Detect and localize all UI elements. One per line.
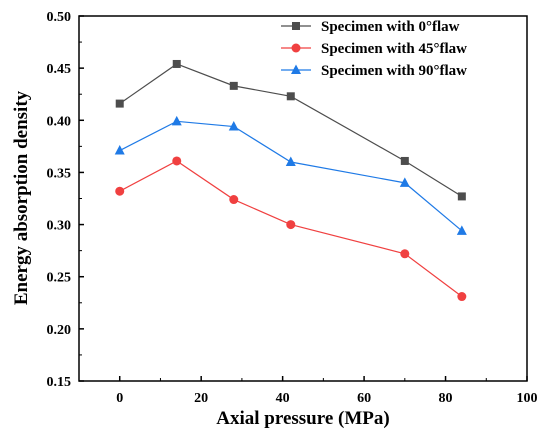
data-point [114, 145, 125, 155]
legend-item: Specimen with 0°flaw [281, 19, 460, 35]
x-tick-label: 60 [357, 391, 371, 406]
data-point [171, 115, 182, 126]
data-point [172, 59, 181, 68]
data-point [115, 186, 125, 196]
series-layer [114, 59, 467, 302]
x-tick-label: 80 [439, 391, 453, 406]
y-axis-title: Energy absorption density [11, 90, 32, 305]
y-axis: 0.15 0.20 0.25 0.30 0.35 0.40 0.45 0.50 [47, 10, 84, 390]
series-square [115, 59, 466, 201]
legend-marker [291, 64, 301, 74]
x-tick-label: 40 [276, 391, 290, 406]
y-tick-label: 0.15 [47, 375, 72, 390]
data-point [457, 292, 467, 302]
x-tick-label: 20 [194, 391, 208, 406]
y-tick-label: 0.25 [47, 271, 72, 286]
x-tick-label: 100 [517, 391, 538, 406]
legend-item: Specimen with 90°flaw [281, 63, 467, 79]
legend: Specimen with 0°flaw Specimen with 45°fla… [281, 19, 467, 79]
legend-label: Specimen with 90°flaw [321, 63, 467, 79]
series-triangle [114, 115, 467, 235]
legend-marker [291, 43, 301, 53]
series-line [119, 160, 463, 298]
data-point [115, 99, 124, 108]
data-point [399, 177, 410, 187]
data-point [456, 225, 467, 235]
series-line [119, 120, 463, 232]
series-line [119, 63, 463, 197]
y-tick-label: 0.35 [47, 166, 72, 181]
x-tick-label: 0 [116, 391, 123, 406]
legend-marker [292, 22, 300, 30]
y-tick-label: 0.30 [47, 219, 72, 234]
data-point [286, 92, 295, 101]
y-tick-label: 0.20 [47, 323, 72, 338]
data-point [286, 220, 296, 230]
y-tick-label: 0.40 [47, 114, 72, 129]
x-axis-title: Axial pressure (MPa) [216, 408, 389, 429]
data-point [229, 81, 238, 90]
y-tick-label: 0.50 [47, 10, 72, 25]
legend-item: Specimen with 45°flaw [281, 41, 467, 57]
data-point [285, 156, 296, 166]
data-point [400, 156, 409, 165]
x-axis: 0 20 40 60 80 100 [116, 376, 538, 406]
legend-label: Specimen with 0°flaw [321, 19, 460, 35]
data-point [172, 156, 182, 166]
data-point [228, 121, 239, 131]
legend-label: Specimen with 45°flaw [321, 41, 467, 57]
data-point [400, 249, 410, 259]
data-point [229, 195, 239, 205]
series-circle [115, 156, 467, 302]
y-tick-label: 0.45 [47, 62, 72, 77]
data-point [457, 192, 466, 201]
